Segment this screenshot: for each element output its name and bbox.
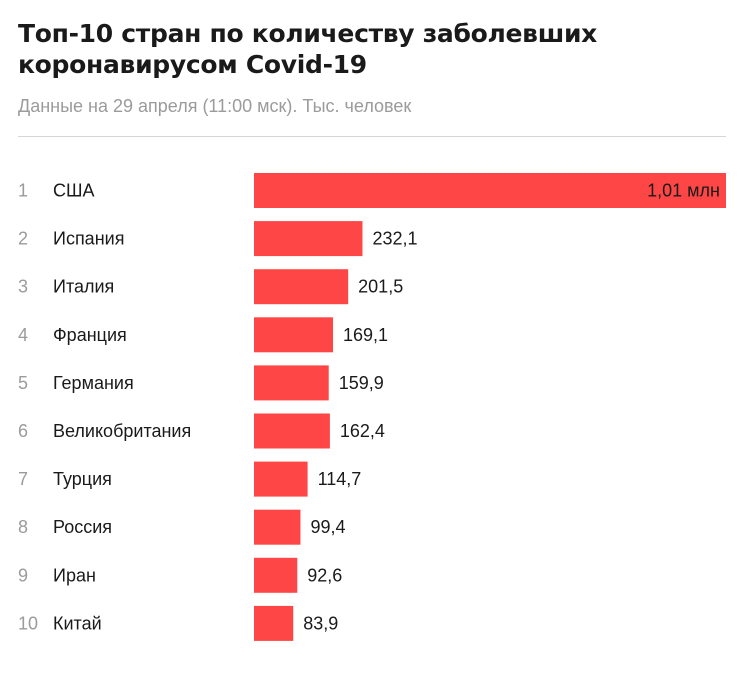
category-label: Турция (53, 469, 112, 489)
value-label: 201,5 (358, 277, 403, 297)
value-label: 92,6 (307, 565, 342, 585)
value-label: 159,9 (339, 373, 384, 393)
chart-title: Топ-10 стран по количеству заболевших ко… (18, 18, 718, 80)
rank-label: 3 (18, 277, 28, 297)
bar (254, 317, 334, 353)
bar-row: 5 Германия 159,9 (18, 365, 384, 401)
value-label: 114,7 (318, 469, 362, 489)
rank-label: 9 (18, 565, 28, 585)
bar-row: 7 Турция 114,7 (18, 461, 362, 497)
bar (254, 509, 301, 545)
value-label: 232,1 (372, 229, 417, 249)
bar-row: 6 Великобритания 162,4 (18, 413, 385, 449)
category-label: Испания (53, 229, 124, 249)
bar (254, 173, 726, 208)
category-label: Великобритания (53, 421, 191, 441)
bar-row: 2 Испания 232,1 (18, 221, 418, 257)
bar (254, 461, 308, 497)
category-label: Германия (53, 373, 134, 393)
bar (254, 413, 330, 449)
rank-label: 5 (18, 373, 28, 393)
value-label: 1,01 млн (647, 181, 720, 201)
chart-title-line-1: Топ-10 стран по количеству заболевших (18, 19, 598, 48)
bar-row: 1 США 1,01 млн (18, 173, 726, 208)
chart-title-line-2: коронавирусом Covid-19 (18, 50, 367, 79)
value-label: 99,4 (310, 517, 345, 537)
bar (254, 269, 349, 305)
bar (254, 221, 363, 257)
value-label: 162,4 (340, 421, 385, 441)
bar-row: 3 Италия 201,5 (18, 269, 403, 305)
category-label: Китай (53, 613, 102, 633)
category-label: Франция (53, 325, 127, 345)
rank-label: 8 (18, 517, 28, 537)
bar (254, 605, 294, 641)
category-label: США (53, 181, 95, 201)
rank-label: 10 (18, 613, 38, 633)
rank-label: 6 (18, 421, 28, 441)
rank-label: 2 (18, 229, 28, 249)
value-label: 83,9 (303, 613, 338, 633)
rank-label: 7 (18, 469, 28, 489)
bar-row: 9 Иран 92,6 (18, 557, 342, 593)
category-label: Россия (53, 517, 112, 537)
bar (254, 557, 298, 593)
bar-row: 4 Франция 169,1 (18, 317, 388, 353)
bar (254, 365, 329, 401)
category-label: Иран (53, 565, 96, 585)
header-divider (18, 136, 726, 137)
bar-row: 10 Китай 83,9 (18, 605, 338, 641)
value-label: 169,1 (343, 325, 388, 345)
bar-row: 8 Россия 99,4 (18, 509, 345, 545)
category-label: Италия (53, 277, 114, 297)
rank-label: 4 (18, 325, 28, 345)
rank-label: 1 (18, 181, 28, 201)
chart-subtitle: Данные на 29 апреля (11:00 мск). Тыс. че… (18, 96, 412, 116)
